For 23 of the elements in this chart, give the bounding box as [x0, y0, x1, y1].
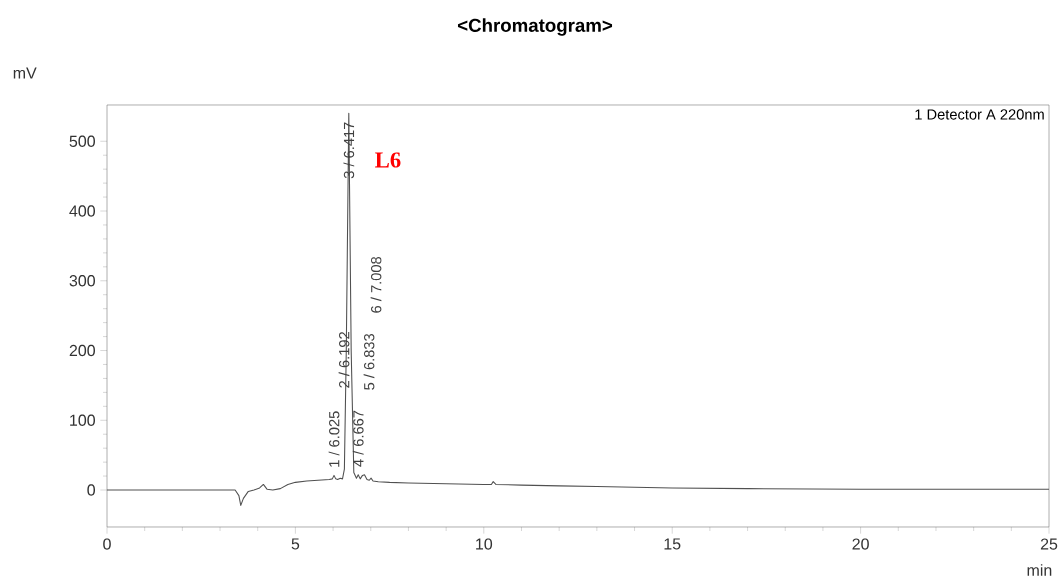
x-tick-label: 20	[852, 538, 869, 550]
x-axis-title: min	[1027, 564, 1052, 576]
x-tick-label: 25	[1040, 538, 1058, 550]
x-tick-label: 5	[291, 538, 300, 550]
annotation: 5 / 6.833	[363, 333, 375, 390]
y-axis-title: mV	[13, 67, 37, 79]
annotation: 1 / 6.025	[328, 411, 340, 467]
annotation: 2 / 6.192	[338, 332, 350, 388]
y-tick-label: 200	[69, 344, 96, 357]
annotation: 4 / 6.667	[352, 410, 364, 467]
annotation: 6 / 7.008	[370, 256, 382, 313]
chart-title: <Chromatogram>	[457, 18, 613, 36]
x-tick-label: 0	[103, 538, 111, 550]
y-tick-label: 100	[70, 414, 96, 426]
y-tick-label: 300	[69, 275, 96, 287]
y-tick-label: 0	[87, 484, 96, 496]
annotation: L6	[375, 152, 401, 168]
text: 1 Detector A 220nm	[915, 109, 1044, 120]
y-tick-label: 500	[69, 135, 96, 147]
x-tick-label: 15	[664, 538, 681, 550]
x-tick-label: 10	[476, 538, 493, 550]
y-tick-label: 400	[69, 205, 96, 217]
annotation: 3 / 6.417	[343, 122, 355, 179]
